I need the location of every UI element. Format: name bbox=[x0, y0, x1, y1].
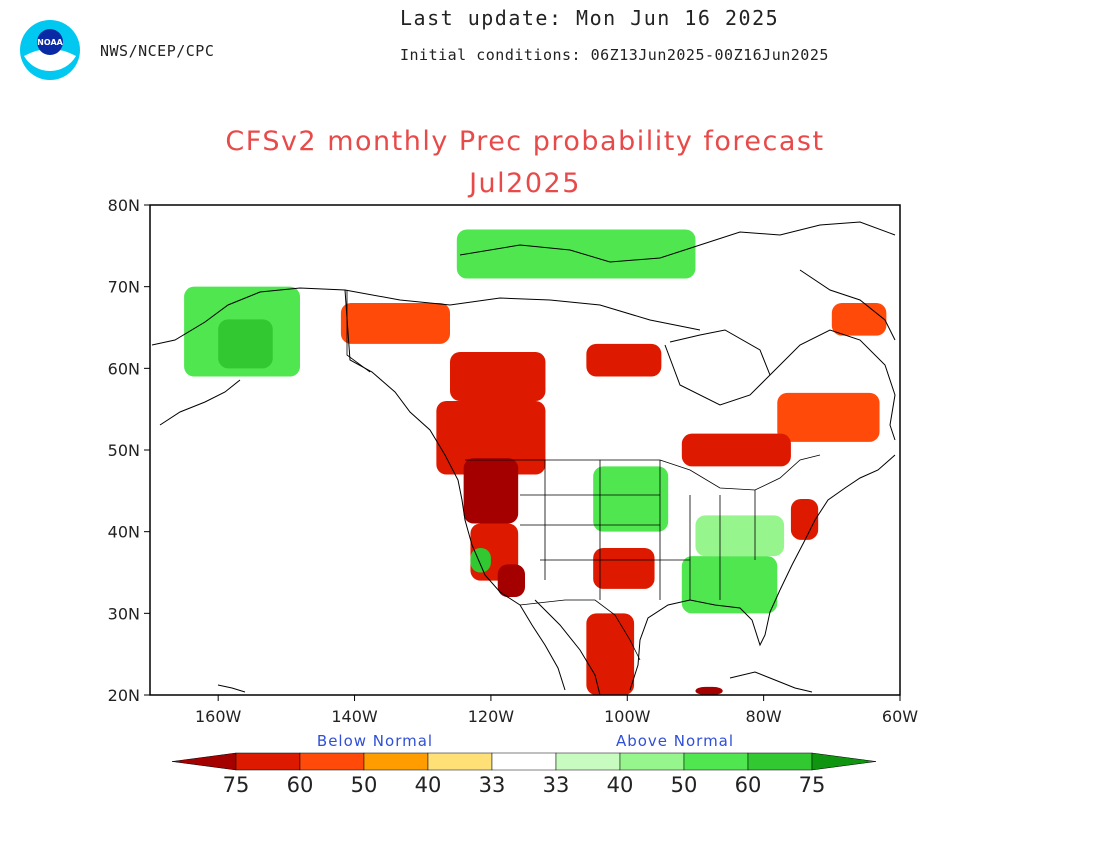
region-hudson-west-below bbox=[586, 343, 662, 377]
legend-tick-label: 33 bbox=[479, 773, 506, 797]
region-quebec-below bbox=[681, 433, 791, 467]
logo-wave bbox=[24, 49, 76, 72]
region-greenland-below bbox=[831, 303, 887, 336]
legend-arrow-below bbox=[171, 752, 237, 771]
alaska-coast bbox=[151, 287, 521, 606]
legend-tick-label: 40 bbox=[607, 773, 634, 797]
region-southern-plains-below bbox=[593, 548, 655, 589]
legend-swatch-b60 bbox=[235, 752, 301, 771]
legend-tick-label: 60 bbox=[287, 773, 314, 797]
above-normal-label: Above Normal bbox=[616, 732, 734, 750]
legend-tick-label: 40 bbox=[415, 773, 442, 797]
us-mexico-border bbox=[519, 599, 641, 661]
region-yukon-below bbox=[340, 303, 450, 344]
political-borders bbox=[346, 290, 821, 661]
y-tick-label: 20N bbox=[108, 686, 140, 705]
hawaii-islands bbox=[217, 684, 246, 693]
region-mexico-below bbox=[586, 613, 635, 695]
map-title: CFSv2 monthly Prec probability forecast bbox=[225, 126, 825, 157]
legend-swatch-a60 bbox=[747, 752, 813, 771]
baja-coast bbox=[519, 604, 566, 691]
hudson-bay-coast bbox=[664, 329, 771, 406]
legend-swatch-a50 bbox=[683, 752, 749, 771]
legend-tick-label: 75 bbox=[223, 773, 250, 797]
x-tick-label: 120W bbox=[468, 707, 515, 726]
legend-arrow-above bbox=[811, 752, 877, 771]
agency-label: NWS/NCEP/CPC bbox=[100, 42, 215, 60]
mexico-pacific-coast bbox=[534, 599, 601, 696]
legend-tick-label: 50 bbox=[671, 773, 698, 797]
region-bc-below bbox=[436, 401, 546, 475]
probability-regions bbox=[184, 229, 887, 695]
legend-swatch-b33 bbox=[427, 752, 493, 771]
atlantic-coast bbox=[779, 454, 896, 591]
y-tick-label: 40N bbox=[108, 523, 140, 542]
y-tick-label: 60N bbox=[108, 359, 140, 378]
logo-bird-field bbox=[37, 29, 63, 55]
cuba-coast bbox=[729, 671, 813, 693]
labrador-coast bbox=[769, 329, 896, 441]
legend-swatch-a33 bbox=[555, 752, 621, 771]
us-canada-border bbox=[465, 454, 821, 491]
alaska-border bbox=[346, 290, 371, 373]
legend-tick-label: 50 bbox=[351, 773, 378, 797]
region-socal-below bbox=[497, 564, 525, 597]
last-update-text: Last update: Mon Jun 16 2025 bbox=[400, 6, 780, 30]
noaa-logo: NOAA bbox=[20, 20, 80, 80]
arctic-islands bbox=[459, 221, 896, 263]
region-plains-above bbox=[593, 466, 669, 532]
logo-text: NOAA bbox=[37, 38, 63, 47]
y-tick-label: 50N bbox=[108, 441, 140, 460]
coastlines bbox=[151, 221, 896, 696]
legend-tick-label: 60 bbox=[735, 773, 762, 797]
region-arctic-islands-above bbox=[456, 229, 696, 279]
arctic-coast bbox=[344, 289, 701, 331]
legend-swatch-b50 bbox=[299, 752, 365, 771]
region-nwt-below bbox=[450, 352, 546, 401]
x-tick-label: 160W bbox=[195, 707, 242, 726]
map-subtitle: Jul2025 bbox=[469, 168, 581, 199]
aleutian-coast bbox=[159, 379, 241, 426]
region-northeast-below bbox=[790, 499, 819, 540]
legend-tick-label: 33 bbox=[543, 773, 570, 797]
y-tick-label: 70N bbox=[108, 278, 140, 297]
x-tick-label: 60W bbox=[882, 707, 918, 726]
region-southeast-above bbox=[681, 556, 778, 614]
state-lines bbox=[520, 460, 756, 600]
y-tick-label: 30N bbox=[108, 604, 140, 623]
x-tick-label: 140W bbox=[331, 707, 378, 726]
initial-conditions-text: Initial conditions: 06Z13Jun2025-00Z16Ju… bbox=[400, 46, 829, 64]
region-labrador-below bbox=[777, 392, 880, 442]
gulf-coast bbox=[629, 589, 781, 691]
region-california-coast-above bbox=[470, 548, 491, 573]
x-tick-label: 100W bbox=[604, 707, 651, 726]
region-yucatan-below bbox=[695, 686, 723, 695]
x-tick-label: 80W bbox=[746, 707, 782, 726]
region-alaska-above-strong bbox=[218, 319, 273, 369]
legend-tick-label: 75 bbox=[799, 773, 826, 797]
legend-swatch-b40 bbox=[363, 752, 429, 771]
below-normal-label: Below Normal bbox=[317, 732, 433, 750]
region-pacific-nw-below bbox=[463, 458, 519, 524]
y-tick-label: 80N bbox=[108, 196, 140, 215]
map-axes: 160W 140W 120W 100W 80W 60W 80N 70N 60N 50N 40N 30N… bbox=[108, 196, 919, 726]
legend: 75 60 50 40 33 33 40 50 60 75 Below Normal Above No… bbox=[171, 732, 877, 797]
legend-swatch-neutral bbox=[491, 752, 557, 771]
region-ohio-valley-above bbox=[695, 515, 785, 557]
legend-swatch-a40 bbox=[619, 752, 685, 771]
greenland-coast bbox=[799, 269, 896, 341]
